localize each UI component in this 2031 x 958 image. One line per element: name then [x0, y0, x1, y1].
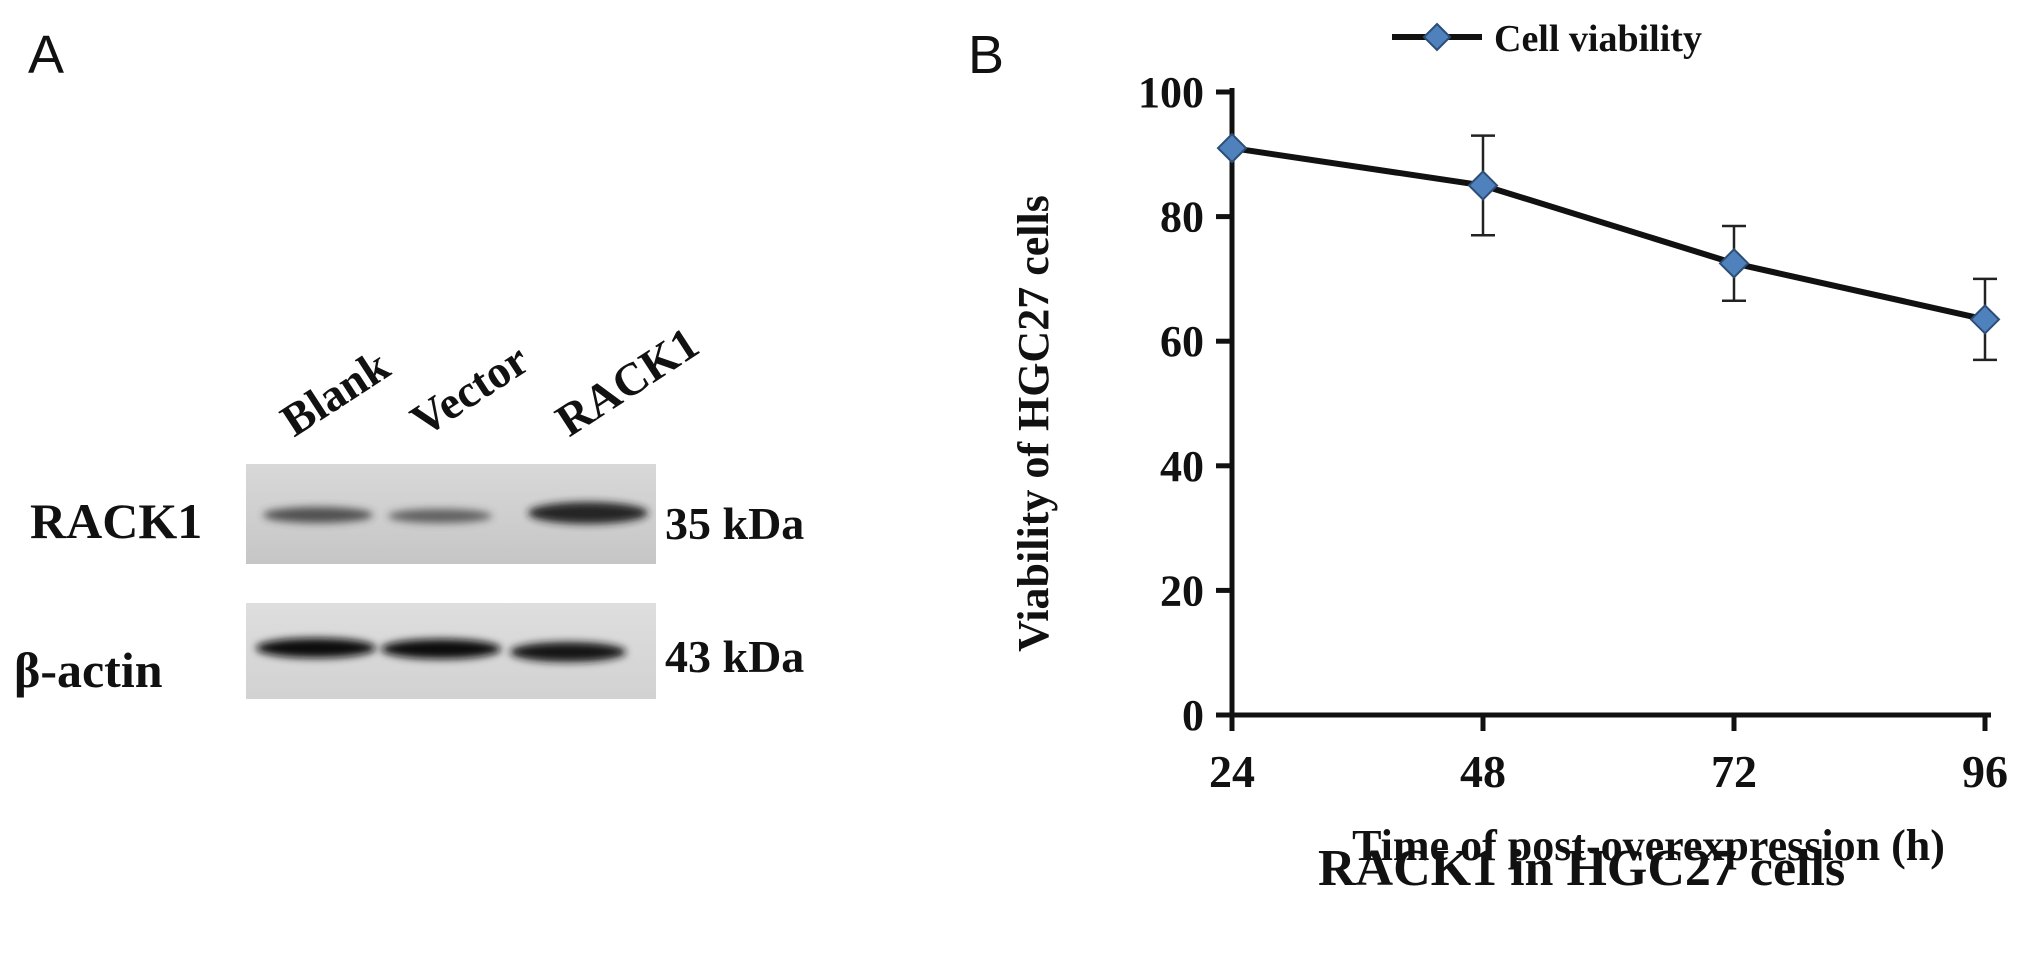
- band-rack1-vector: [388, 509, 492, 523]
- data-point-72: [1718, 247, 1750, 279]
- x-axis-title: Time of post-overexpression (h): [1352, 821, 1945, 870]
- y-tick-label-80: 80: [1160, 193, 1204, 242]
- band-actin-rack1: [510, 642, 626, 662]
- panel-a-letter: A: [28, 25, 65, 85]
- x-tick-label-96: 96: [1962, 746, 2008, 797]
- y-tick-label-40: 40: [1160, 442, 1204, 491]
- band-rack1-blank: [263, 507, 373, 523]
- legend-label: Cell viability: [1494, 18, 1702, 60]
- y-tick-label-100: 100: [1138, 68, 1204, 117]
- protein-label-rack1: RACK1: [30, 493, 203, 549]
- y-tick-label-0: 0: [1182, 691, 1204, 740]
- y-tick-label-60: 60: [1160, 317, 1204, 366]
- band-rack1-rack1: [528, 502, 648, 524]
- data-point-96: [1969, 303, 2001, 335]
- band-actin-blank: [256, 638, 376, 658]
- figure-caption: RACK1 in HGC27 cells: [1318, 840, 1846, 897]
- band-actin-vector: [381, 639, 501, 659]
- data-point-24: [1216, 132, 1248, 164]
- data-point-48: [1467, 170, 1499, 201]
- protein-label-beta-actin: β-actin: [14, 642, 163, 698]
- panel-b-letter: B: [968, 25, 1005, 85]
- legend-marker: [1422, 22, 1452, 52]
- x-tick-label-24: 24: [1209, 746, 1255, 797]
- y-tick-label-20: 20: [1160, 566, 1204, 615]
- kda-label-rack1: 35 kDa: [665, 498, 805, 549]
- series-line-0: [1231, 145, 1986, 323]
- x-tick-label-72: 72: [1711, 746, 1757, 797]
- x-tick-label-48: 48: [1460, 746, 1506, 797]
- kda-label-beta-actin: 43 kDa: [665, 631, 805, 682]
- y-axis-title: Viability of HGC27 cells: [1009, 195, 1058, 652]
